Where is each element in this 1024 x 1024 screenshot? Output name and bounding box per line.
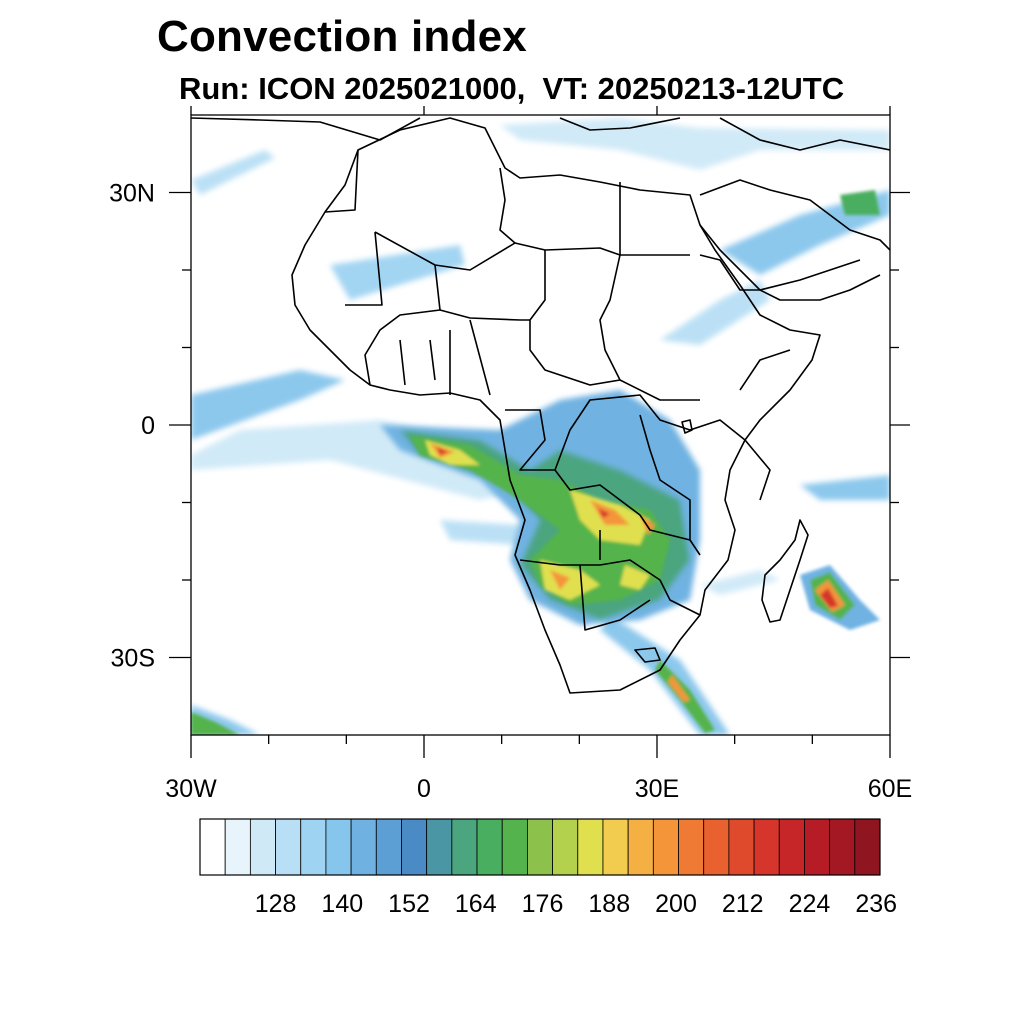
east-border (739, 349, 791, 501)
field-core-green (410, 435, 670, 605)
colorbar-swatch (577, 818, 604, 876)
colorbar-label: 236 (855, 890, 897, 918)
y-tick-label: 30S (111, 645, 155, 673)
border-4 (499, 167, 516, 244)
axis-ticks: 30W 0 30E 60E 30N 0 30S (109, 106, 912, 803)
x-tick-label: 60E (868, 775, 912, 803)
colorbar-swatch (527, 818, 553, 876)
africa-coastline (291, 117, 821, 694)
colorbar-swatch (325, 818, 352, 876)
field-se-coast-orange (668, 675, 690, 702)
colorbar-label: 212 (722, 890, 764, 918)
x-tick-label: 30E (635, 775, 679, 803)
colorbar-label: 188 (588, 890, 630, 918)
border-14 (639, 414, 701, 556)
x-tick-label: 30W (165, 775, 217, 803)
convection-field (191, 118, 890, 735)
colorbar-label: 128 (255, 890, 297, 918)
colorbar-swatch (224, 818, 251, 876)
europe-coast (191, 117, 890, 151)
colorbar-label: 224 (789, 890, 831, 918)
field-band-sahara (330, 245, 465, 300)
colorbar-swatch (552, 818, 579, 876)
colorbar-swatch (401, 818, 428, 876)
colorbar-swatch (426, 818, 453, 876)
border-12 (519, 559, 701, 616)
colorbar-swatch (275, 818, 302, 876)
field-band-atlantic-north (191, 150, 275, 195)
border-1 (324, 149, 359, 213)
y-tick-label: 30N (109, 180, 155, 208)
field-band-mozambique (700, 570, 780, 595)
colorbar-swatch (300, 818, 327, 876)
colorbar-swatch (451, 818, 478, 876)
chart-subtitle: Run: ICON 2025021000, VT: 20250213-12UTC (179, 71, 845, 106)
colorbar-swatch (476, 818, 503, 876)
colorbar-swatch (199, 818, 226, 876)
field-band-mediterranean (500, 118, 890, 170)
field-band-redsea (660, 280, 770, 345)
colorbar-swatch (703, 818, 730, 876)
colorbar-swatch (829, 818, 856, 876)
colorbar-swatch (375, 818, 402, 876)
field-band-westafrica (191, 370, 345, 440)
colorbar-swatch (728, 818, 755, 876)
colorbar-swatch (854, 818, 881, 876)
border-6 (529, 250, 621, 386)
border-9 (399, 319, 491, 396)
border-13 (579, 530, 651, 631)
border-10 (505, 394, 746, 471)
colorbar-swatch (753, 818, 780, 876)
border-2 (345, 231, 383, 306)
field-core-orange (430, 443, 655, 590)
y-tick-label: 0 (141, 412, 155, 440)
colorbar-swatch (501, 818, 528, 876)
border-11 (554, 469, 691, 541)
field-band-southatl (440, 520, 520, 545)
colorbar-frame (199, 818, 881, 876)
colorbar-swatch (678, 818, 705, 876)
coastlines-and-borders (191, 117, 890, 694)
lake-1 (681, 419, 693, 434)
colorbar-swatch (778, 818, 805, 876)
madagascar (761, 519, 809, 623)
field-southwest-green (191, 712, 240, 735)
x-tick-label: 0 (417, 775, 431, 803)
field-madagascar-red (820, 588, 838, 608)
colorbar-label: 200 (655, 890, 697, 918)
colorbar-label: 176 (522, 890, 564, 918)
colorbar-label: 140 (321, 890, 363, 918)
border-3 (374, 231, 690, 271)
colorbar-swatch (350, 818, 377, 876)
border-5 (599, 182, 700, 401)
colorbar-swatch (804, 818, 831, 876)
colorbar-swatch (652, 818, 679, 876)
colorbar-swatch (602, 818, 629, 876)
border-7 (364, 264, 441, 386)
colorbar-swatch (249, 818, 276, 876)
border-8 (439, 309, 530, 321)
colorbar-label: 152 (388, 890, 430, 918)
field-arabia-green (840, 190, 880, 215)
colorbar: 128 140 152 164 176 188 200 212 224 236 (199, 818, 897, 918)
colorbar-swatch (627, 818, 654, 876)
lake-2 (634, 647, 661, 663)
field-band-indian (800, 475, 890, 500)
arabia-coast (699, 179, 890, 301)
chart-title: Convection index (157, 12, 527, 61)
colorbar-label: 164 (455, 890, 497, 918)
